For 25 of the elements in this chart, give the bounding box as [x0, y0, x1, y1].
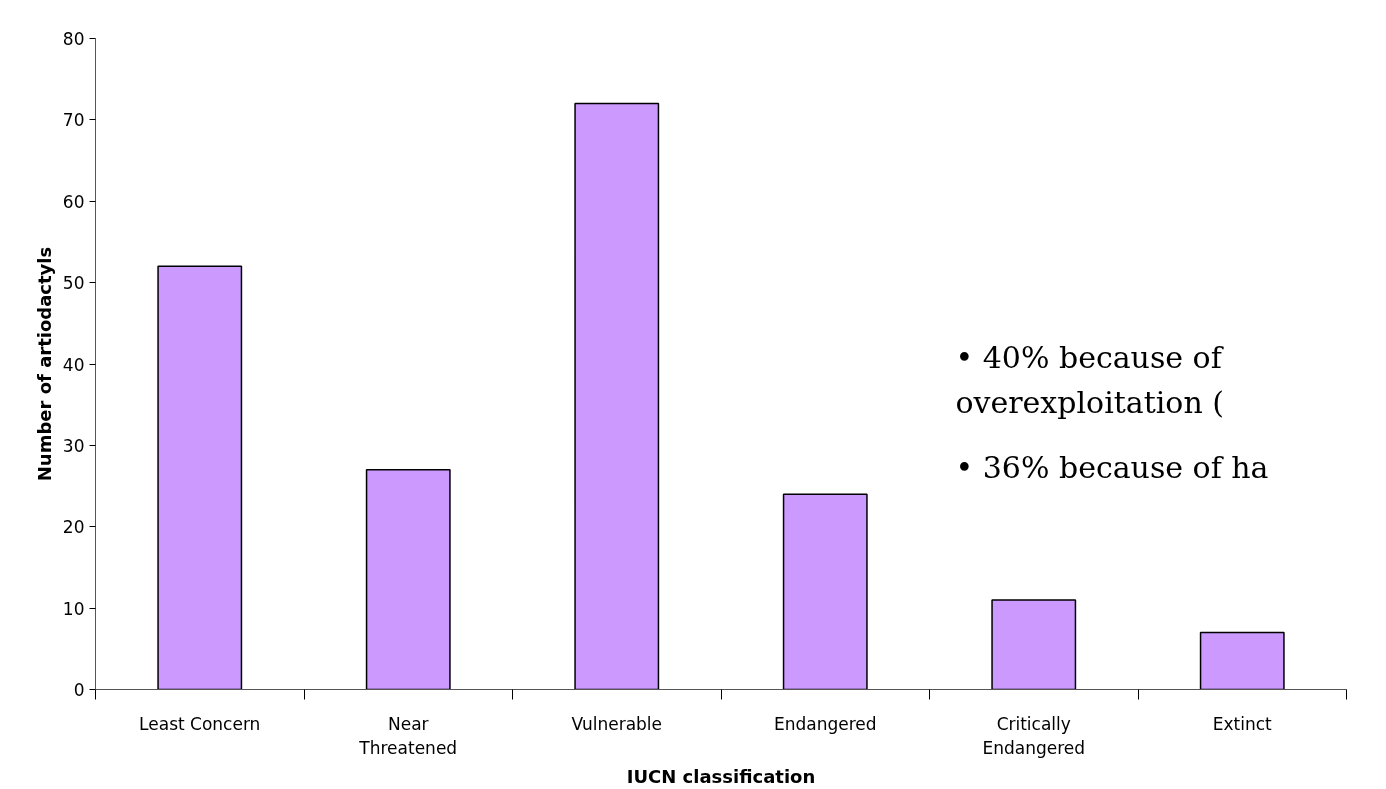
- bar: [991, 599, 1077, 690]
- x-axis-title: IUCN classification: [626, 765, 816, 787]
- x-tick-label: Endangered: [773, 713, 877, 734]
- y-tick-label: 40: [62, 354, 85, 375]
- y-tick-label: 0: [73, 680, 85, 700]
- annotation: • 40% because of overexploitation (: [955, 339, 1224, 420]
- bar: [365, 469, 451, 690]
- y-tick-label: 10: [62, 598, 85, 619]
- annotation: • 36% because of ha: [955, 449, 1269, 485]
- bar: [1199, 631, 1285, 690]
- y-tick-label: 70: [62, 110, 85, 131]
- y-tick-label: 50: [62, 273, 85, 294]
- bar: [574, 102, 660, 690]
- x-tick-label: Critically Endangered: [982, 713, 1086, 758]
- x-tick-label: Extinct: [1212, 713, 1273, 734]
- y-tick-label: 20: [62, 517, 85, 538]
- y-tick-label: 60: [62, 191, 85, 212]
- x-tick-label: Near Threatened: [358, 713, 458, 758]
- x-tick-label: Least Concern: [139, 713, 261, 734]
- x-tick-label: Vulnerable: [571, 713, 663, 734]
- bar: [157, 265, 243, 690]
- bar: [782, 493, 868, 690]
- y-axis-title: Number of artiodactyls: [33, 246, 55, 482]
- y-tick-label: 30: [62, 435, 85, 456]
- y-tick-label: 80: [62, 29, 85, 49]
